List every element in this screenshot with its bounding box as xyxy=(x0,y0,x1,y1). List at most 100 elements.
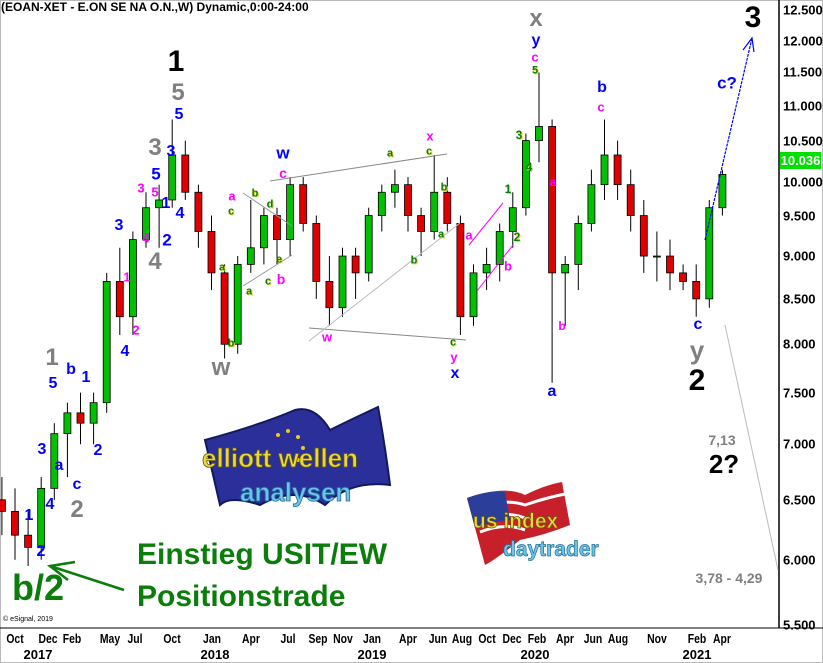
svg-text:analysen: analysen xyxy=(240,477,351,507)
wave-label: a xyxy=(465,227,473,243)
month-tick: Oct xyxy=(163,631,181,646)
wave-label: b xyxy=(504,258,512,274)
wave-label: 5 xyxy=(151,164,161,184)
svg-text:daytrader: daytrader xyxy=(503,538,599,561)
wave-label: x xyxy=(426,128,434,144)
candle xyxy=(194,191,203,232)
month-tick: Feb xyxy=(62,631,82,646)
wave-label: c xyxy=(597,99,605,115)
candle xyxy=(495,231,504,265)
candle xyxy=(626,184,635,216)
wave-label: 5 xyxy=(151,184,159,200)
wave-label: 4 xyxy=(45,496,55,513)
month-tick: Jan xyxy=(203,631,221,646)
month-tick: Oct xyxy=(478,631,496,646)
candle xyxy=(390,184,399,193)
copyright: © eSignal, 2019 xyxy=(3,616,53,623)
price-tick: 8.000 xyxy=(783,336,816,352)
wave-label: 3,78 - 4,29 xyxy=(695,570,763,586)
candle xyxy=(351,255,360,274)
wave-label: a xyxy=(228,188,236,204)
candle xyxy=(522,140,530,209)
wave-label: 3 xyxy=(148,134,162,161)
target-line xyxy=(724,324,779,571)
wave-label: b xyxy=(410,254,418,267)
candle xyxy=(24,534,33,548)
candle xyxy=(325,281,334,309)
trendline-diagonal xyxy=(308,222,461,342)
month-tick: Jun xyxy=(428,631,448,646)
wave-label: 2 xyxy=(688,364,706,397)
candle xyxy=(639,215,648,257)
candle xyxy=(338,255,347,309)
wave-label: 1 xyxy=(45,344,59,371)
candle xyxy=(37,487,46,548)
wave-label: 2 xyxy=(513,230,521,244)
candle xyxy=(364,215,373,274)
wave-label: a xyxy=(386,147,394,160)
candle xyxy=(246,247,255,265)
candle xyxy=(417,215,426,232)
candle xyxy=(535,126,543,141)
candle xyxy=(0,499,6,512)
candle xyxy=(207,231,216,274)
candle xyxy=(587,184,596,224)
wave-label: x xyxy=(450,365,460,382)
logo-elliott-wellen: elliott wellen analysen xyxy=(202,405,392,507)
wave-label: a xyxy=(54,457,64,474)
candle xyxy=(469,272,478,318)
wave-label: b xyxy=(597,79,607,96)
month-tick: Jul xyxy=(127,631,143,646)
wave-label: y xyxy=(689,335,705,365)
wave-label: c xyxy=(531,49,539,65)
callout-positionstrade: Positionstrade xyxy=(137,580,346,613)
month-tick: Jul xyxy=(280,631,296,646)
month-tick: Aug xyxy=(451,631,473,646)
month-tick: Apr xyxy=(242,631,260,646)
price-tick: 9.500 xyxy=(783,208,816,224)
month-tick: Dec xyxy=(502,631,522,646)
price-tick: 7.500 xyxy=(783,385,816,401)
wave-label: y xyxy=(450,349,458,365)
wave-label: c xyxy=(264,275,272,288)
wave-label: 5 xyxy=(48,375,58,392)
candle xyxy=(233,264,242,345)
wave-label: 2 xyxy=(36,543,46,560)
channel-line-lower xyxy=(476,244,514,292)
year-tick: 2021 xyxy=(682,647,712,662)
month-tick: Feb xyxy=(527,631,547,646)
candle xyxy=(561,264,570,274)
candle xyxy=(666,255,674,274)
wave-label: 4 xyxy=(525,160,533,174)
month-tick: Jun xyxy=(583,631,603,646)
candle xyxy=(600,154,609,186)
year-tick: 2019 xyxy=(357,647,387,662)
candle xyxy=(89,402,98,424)
candle xyxy=(259,215,268,249)
wave-label: c xyxy=(227,205,235,218)
wave-label: w xyxy=(276,143,290,163)
wave-label: 3 xyxy=(515,128,523,142)
month-tick: Oct xyxy=(6,631,24,646)
year-tick: 2020 xyxy=(520,647,550,662)
candle xyxy=(430,191,439,232)
wave-label: a xyxy=(437,228,445,241)
candle xyxy=(63,412,72,435)
candle xyxy=(102,281,111,404)
candle xyxy=(115,281,124,318)
month-tick: Aug xyxy=(607,631,629,646)
svg-text:elliott wellen: elliott wellen xyxy=(202,443,358,473)
month-tick: Apr xyxy=(399,631,417,646)
month-tick: Nov xyxy=(647,631,667,646)
wave-label: 5 xyxy=(171,79,185,106)
candle xyxy=(548,126,556,274)
candle xyxy=(508,207,517,232)
candle xyxy=(11,511,19,536)
wave-label: 4 xyxy=(120,343,130,360)
candle xyxy=(456,223,465,318)
wave-label: 1 xyxy=(81,369,91,386)
entry-arrow xyxy=(46,560,125,592)
month-tick: Apr xyxy=(713,631,731,646)
wave-label: b xyxy=(251,187,259,200)
candle xyxy=(443,191,452,224)
